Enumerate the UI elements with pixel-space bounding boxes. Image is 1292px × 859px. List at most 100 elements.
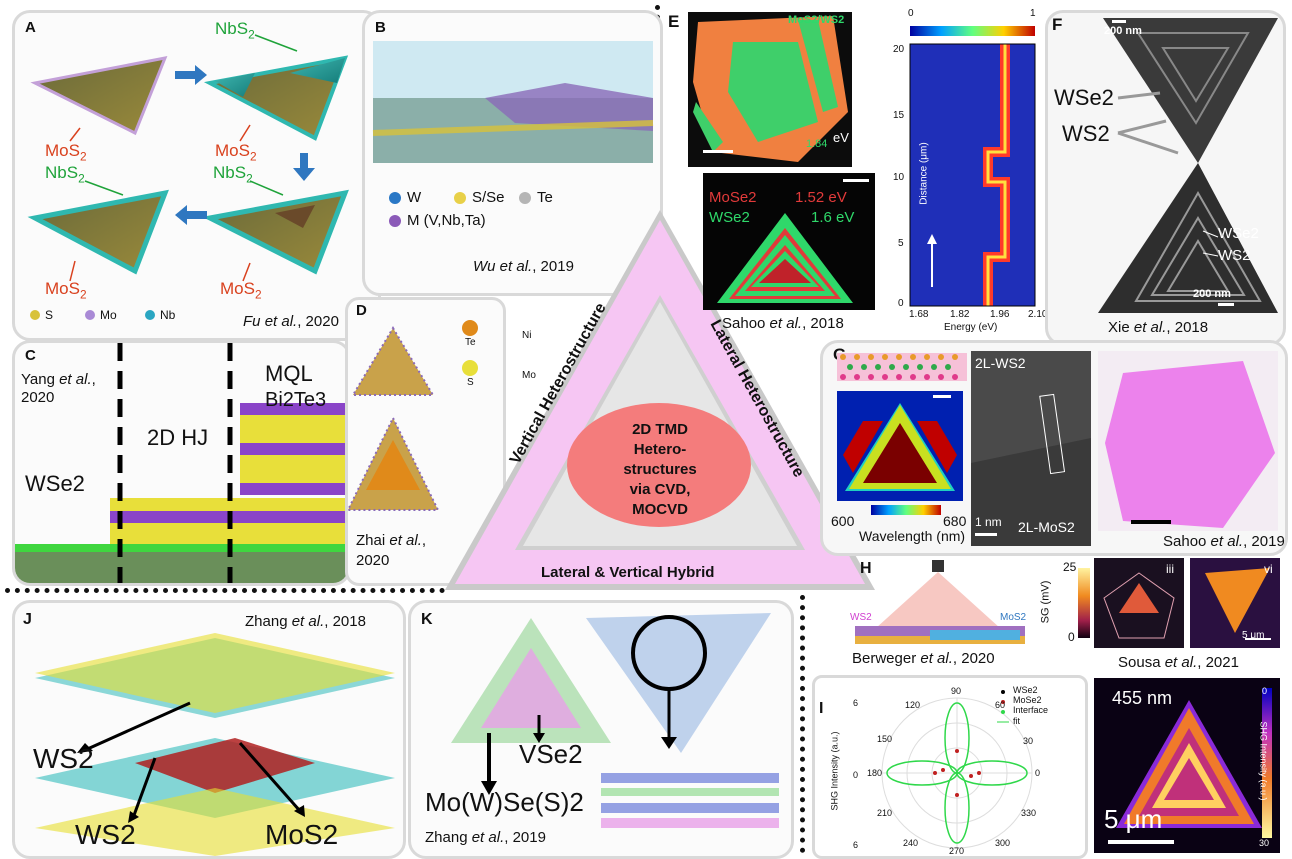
polar-plot [881,690,1033,849]
citation: Zhang et al., 2018 [245,613,366,630]
legend-ni: Ni [522,330,532,341]
ws2-label: WS2 [850,612,872,623]
ws2-label: WS2 [33,743,94,774]
sg-map-vi: vi 5 μm [1190,558,1280,648]
angle-label: 330 [1021,808,1037,818]
ev-value: 1.52 eV [795,189,847,206]
center-title: 2D TMD Hetero- structures via CVD, MOCVD [623,421,697,518]
ylabel: SHG Intensity (a.u.) [829,731,840,811]
mos2-flake [30,56,168,136]
panel-label: J [23,611,32,628]
citation: Wu et al., 2019 [473,258,574,275]
colorbar-min: 0 [908,8,914,19]
xtick: 1.68 [909,309,929,320]
sg-map-iii: iii [1094,558,1184,648]
side-label-hybrid: Lateral & Vertical Hybrid [541,564,715,581]
colorbar-max: 25 [1063,560,1077,574]
ws2-label: 2L-WS2 [975,355,1026,371]
scale-bar-label: 5 μm [1242,630,1265,641]
mos2-label: MoS2 [45,279,87,302]
mql-label: MQL [265,361,313,386]
xtick: 1.96 [990,309,1010,320]
angle-label: 300 [995,838,1011,848]
center-ellipse [567,403,751,527]
colorbar-max: 680 [943,513,967,529]
mos2-nbs2-flake [27,189,169,275]
hj-label: 2D HJ [147,425,209,450]
mos2-label: MoS2 [215,141,257,164]
mos2-label: MoS2 [45,141,87,164]
panel-label: E [668,12,680,31]
divider-left-h [5,588,445,593]
schematic-c [15,343,348,583]
legend-nb: Nb [160,308,176,322]
schematic-k [451,613,779,828]
panel-i: I WSe2 MoSe2 Interface fit 90 60 30 0 33… [812,675,1088,859]
nbs2-label: NbS2 [215,19,255,42]
panel-a: A [12,10,381,341]
bi2te3-label: Bi2Te3 [265,389,327,411]
angle-label: 60 [995,700,1006,710]
center-triangle [445,210,875,590]
schematic-j [35,633,395,856]
ev-value: 1.6 eV [811,209,855,226]
colorbar-min: 0 [1068,630,1075,644]
citation: Yang et al., [21,371,96,388]
ytick: 0 [898,298,904,309]
citation: Berweger et al., 2020 [852,650,995,667]
angle-label: 150 [877,734,893,744]
legend-sse: S/Se [472,189,505,206]
legend-te: Te [465,337,476,348]
sem-image-f [1098,18,1278,313]
shg-image: 455 nm 5 μm 0 30 SHG Intensity (a.u.) [1094,678,1280,853]
angle-label: 240 [903,838,919,848]
nbs2-island [215,73,255,97]
citation-year: 2020 [356,552,390,569]
panel-g: G 600 680 Wavelength (nm) 2L-WS2 2L-Mo [820,340,1288,556]
colorbar-max: 1 [1030,8,1036,19]
angle-label: 210 [877,808,893,818]
nbs2-label: NbS2 [213,163,253,186]
legend-fit: fit [1013,716,1021,726]
legend-s: S [45,308,54,322]
schematic-a [27,34,349,320]
panel-label: H [860,560,872,577]
panel-j: J Zhang et al., 2018 WS2 WS2 MoS2 [12,600,406,859]
panel-label: K [421,611,433,628]
legend-interface: Interface [1013,705,1049,715]
divider-bottom [800,595,805,853]
mos2-nbs2-flake [202,189,349,275]
panel-sub-label: vi [1264,562,1273,576]
panel-sub-label: iii [1166,562,1174,576]
mos2-label: MoS2 [265,819,339,850]
wse2-label: WSe2 [709,209,750,226]
mos2-label: MoS2 [220,279,262,302]
xlabel: Energy (eV) [944,322,998,333]
schematic-h [855,560,1025,644]
scale-bar-label: 200 nm [1104,25,1142,37]
mowse-label: Mo(W)Se(S)2 [425,787,584,817]
mose2-label: MoSe2 [709,189,757,206]
legend-s: S [467,377,474,388]
ylabel: Distance (μm) [918,142,930,205]
vse2-label: VSe2 [519,739,583,769]
radial-tick: 0 [853,770,859,780]
angle-label: 0 [1035,768,1041,778]
radial-tick: 6 [853,840,859,850]
xtick: 1.82 [950,309,970,320]
ytick: 20 [893,44,905,55]
ws2-label: WS2 [1218,247,1251,264]
angle-label: 270 [949,846,965,856]
panel-label: I [819,700,824,717]
ytick: 15 [893,110,905,121]
citation-year: 2020 [21,389,55,406]
citation: Fu et al., 2020 [243,313,339,330]
angle-label: 90 [951,686,962,696]
sg-colorbar [1078,568,1090,638]
legend-te: Te [537,189,553,206]
scale-bar-label: 200 nm [1193,288,1231,300]
ytick: 5 [898,238,904,249]
panel-label: A [25,19,36,36]
mos2-label: MoS2 [1000,612,1027,623]
ev-value: 1.84 [806,138,828,150]
